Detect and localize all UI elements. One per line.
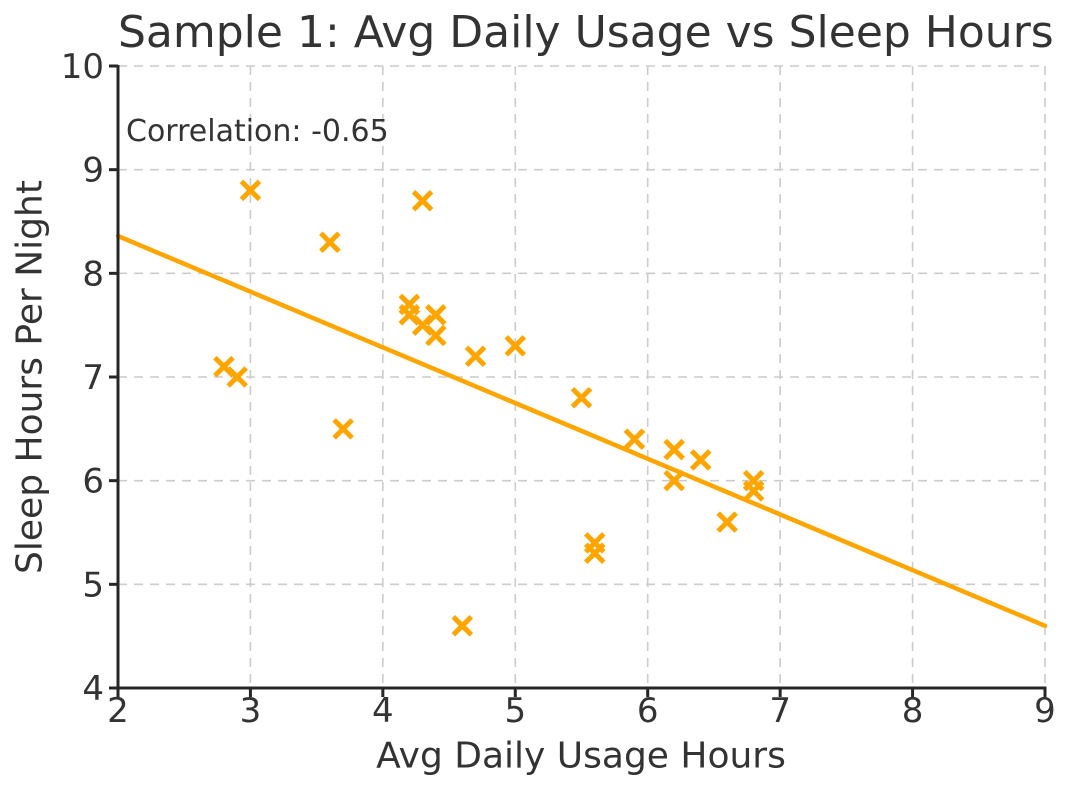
y-tick-label: 10: [61, 47, 104, 87]
y-tick-label: 7: [82, 358, 104, 398]
x-tick-label: 6: [637, 691, 659, 731]
trend-line: [115, 233, 1048, 629]
data-point-marker: [332, 418, 354, 440]
x-tick-label: 7: [769, 691, 791, 731]
data-point-marker: [504, 335, 527, 357]
x-axis-label: Avg Daily Usage Hours: [376, 735, 786, 777]
chart-title: Sample 1: Avg Daily Usage vs Sleep Hours: [118, 7, 1054, 58]
data-point-marker: [742, 480, 765, 502]
data-point-marker: [319, 231, 341, 254]
data-point-marker: [716, 511, 738, 533]
data-point-marker: [583, 542, 606, 565]
data-point-marker: [239, 179, 262, 202]
y-tick-label: 4: [82, 669, 104, 709]
correlation-annotation: Correlation: -0.65: [126, 114, 389, 149]
data-point-marker: [226, 366, 248, 388]
data-point-marker: [451, 615, 474, 637]
y-tick-label: 8: [82, 254, 104, 294]
x-tick-label: 9: [1034, 691, 1056, 731]
data-point-marker: [570, 386, 593, 409]
data-point-marker: [663, 438, 685, 461]
data-point-marker: [623, 428, 646, 450]
x-tick-label: 8: [902, 691, 924, 731]
y-axis-label: Sleep Hours Per Night: [9, 180, 51, 574]
x-tick-label: 4: [372, 691, 394, 731]
y-tick-label: 9: [82, 151, 104, 191]
x-tick-label: 3: [240, 691, 262, 731]
data-point-marker: [464, 345, 487, 368]
y-tick-label: 6: [82, 462, 104, 502]
data-point-marker: [425, 324, 447, 347]
x-tick-label: 2: [107, 691, 129, 731]
x-tick-label: 5: [504, 691, 526, 731]
data-point-marker: [411, 189, 434, 212]
data-point-marker: [425, 304, 447, 326]
y-tick-label: 5: [82, 565, 104, 605]
data-point-marker: [663, 469, 685, 492]
data-point-marker: [689, 449, 712, 471]
